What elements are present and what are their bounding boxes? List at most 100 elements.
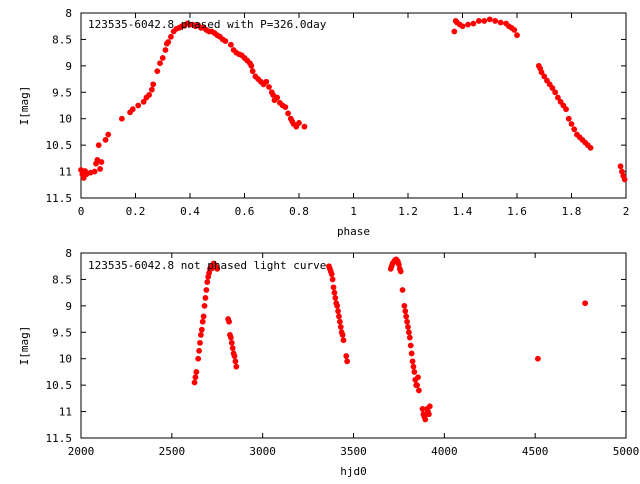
phased-data-point bbox=[97, 166, 103, 172]
phased-data-point bbox=[274, 94, 281, 101]
unphased-data-point bbox=[198, 326, 205, 333]
phased-data-point bbox=[148, 86, 155, 93]
unphased-x-tick-label: 2500 bbox=[159, 445, 186, 458]
phased-data-point bbox=[227, 41, 234, 48]
phased-data-point bbox=[162, 47, 169, 53]
unphased-data-point bbox=[399, 287, 406, 293]
phased-data-point bbox=[249, 68, 256, 75]
phased-x-axis-label: phase bbox=[337, 225, 370, 238]
phased-chart-title: 123535-6042.8 phased with P=326.0day bbox=[88, 18, 327, 31]
phased-x-tick-label: 1 bbox=[350, 205, 357, 218]
phased-data-point bbox=[159, 55, 166, 61]
phased-y-tick-label: 11 bbox=[59, 166, 72, 179]
unphased-data-point bbox=[203, 287, 210, 293]
unphased-y-axis-label: I[mag] bbox=[18, 326, 31, 366]
phased-data-point bbox=[560, 102, 567, 109]
phased-data-point bbox=[129, 106, 136, 113]
unphased-data-point bbox=[426, 403, 433, 410]
unphased-data-point bbox=[415, 374, 421, 381]
unphased-data-point bbox=[201, 302, 208, 309]
unphased-y-tick-label: 11 bbox=[59, 406, 72, 419]
unphased-data-point bbox=[197, 339, 203, 346]
unphased-data-point bbox=[406, 334, 413, 341]
phased-data-point bbox=[135, 102, 142, 109]
phased-data-point bbox=[514, 32, 520, 39]
phased-data-point bbox=[102, 136, 109, 143]
unphased-data-point bbox=[336, 313, 342, 320]
unphased-data-point bbox=[214, 265, 221, 272]
unphased-data-point bbox=[329, 276, 336, 283]
phased-data-point bbox=[617, 163, 624, 170]
phased-y-tick-label: 11.5 bbox=[46, 192, 73, 205]
unphased-x-tick-label: 5000 bbox=[613, 445, 640, 458]
phased-data-point bbox=[587, 144, 594, 151]
phased-data-point bbox=[282, 104, 289, 110]
unphased-data-point bbox=[425, 411, 432, 418]
phased-x-tick-label: 0.2 bbox=[126, 205, 146, 218]
phased-y-tick-label: 10 bbox=[59, 113, 72, 126]
phased-data-points bbox=[78, 16, 628, 183]
unphased-data-point bbox=[193, 369, 200, 375]
phased-data-point bbox=[270, 92, 277, 98]
unphased-data-point bbox=[204, 279, 211, 285]
phased-x-axis: 0 0.2 0.4 0.6 0.8 1 1.2 1.4 1.6 1.8 2 bbox=[78, 13, 629, 218]
unphased-data-point bbox=[199, 318, 206, 325]
phased-data-point bbox=[492, 18, 499, 24]
unphased-data-point bbox=[232, 358, 239, 365]
phased-x-tick-label: 0.8 bbox=[289, 205, 309, 218]
phased-data-point bbox=[544, 77, 550, 84]
phased-data-point bbox=[150, 81, 157, 88]
unphased-data-point bbox=[192, 374, 199, 381]
phased-x-tick-label: 1.2 bbox=[398, 205, 418, 218]
phased-data-point bbox=[552, 89, 559, 96]
phased-data-point bbox=[546, 81, 553, 88]
unphased-data-point bbox=[200, 313, 207, 320]
unphased-data-point bbox=[344, 358, 351, 365]
unphased-x-tick-label: 4500 bbox=[522, 445, 549, 458]
phased-y-tick-label: 9.5 bbox=[52, 86, 72, 99]
phased-data-point bbox=[296, 120, 302, 126]
unphased-data-point bbox=[228, 339, 235, 346]
unphased-y-tick-label: 8.5 bbox=[52, 273, 72, 286]
unphased-y-tick-label: 8 bbox=[65, 247, 72, 260]
phased-data-point bbox=[565, 115, 572, 122]
phased-data-point bbox=[95, 142, 102, 149]
phased-data-point bbox=[157, 60, 163, 67]
unphased-data-point bbox=[401, 302, 408, 309]
unphased-data-point bbox=[534, 355, 541, 362]
unphased-data-point bbox=[198, 332, 204, 338]
phased-data-point bbox=[301, 123, 308, 130]
unphased-data-point bbox=[191, 379, 198, 386]
phased-data-point bbox=[105, 131, 112, 138]
phased-data-point bbox=[538, 69, 545, 76]
unphased-data-point bbox=[339, 332, 346, 338]
phased-data-point bbox=[118, 115, 125, 122]
unphased-x-axis: 2000 2500 3000 3500 4000 4500 5000 bbox=[68, 253, 640, 458]
phased-data-point bbox=[470, 20, 477, 27]
phased-y-tick-label: 10.5 bbox=[46, 139, 73, 152]
unphased-data-point bbox=[582, 300, 589, 307]
unphased-chart-title: 123535-6042.8 not phased light curve bbox=[88, 259, 326, 272]
phased-data-point bbox=[486, 16, 493, 23]
unphased-data-point bbox=[414, 382, 420, 389]
phased-x-tick-label: 1.8 bbox=[562, 205, 582, 218]
phased-data-point bbox=[140, 98, 147, 105]
unphased-data-point bbox=[408, 350, 415, 357]
unphased-data-point bbox=[330, 284, 337, 291]
unphased-y-tick-label: 10 bbox=[59, 353, 72, 366]
phased-y-axis-label: I[mag] bbox=[18, 86, 31, 126]
phased-data-point bbox=[621, 176, 628, 183]
unphased-data-point bbox=[334, 302, 341, 309]
phased-y-axis: 8 8.5 9 9.5 10 10.5 11 11.5 bbox=[46, 7, 626, 205]
unphased-data-point bbox=[407, 342, 414, 349]
unphased-data-point bbox=[195, 355, 202, 362]
phased-plot-frame bbox=[80, 12, 627, 199]
unphased-data-point bbox=[226, 318, 232, 325]
unphased-y-axis: 8 8.5 9 9.5 10 10.5 11 11.5 bbox=[46, 247, 626, 445]
unphased-data-point bbox=[397, 268, 404, 275]
unphased-data-point bbox=[343, 353, 350, 359]
phased-y-tick-label: 8.5 bbox=[52, 33, 72, 46]
unphased-data-point bbox=[328, 271, 335, 278]
